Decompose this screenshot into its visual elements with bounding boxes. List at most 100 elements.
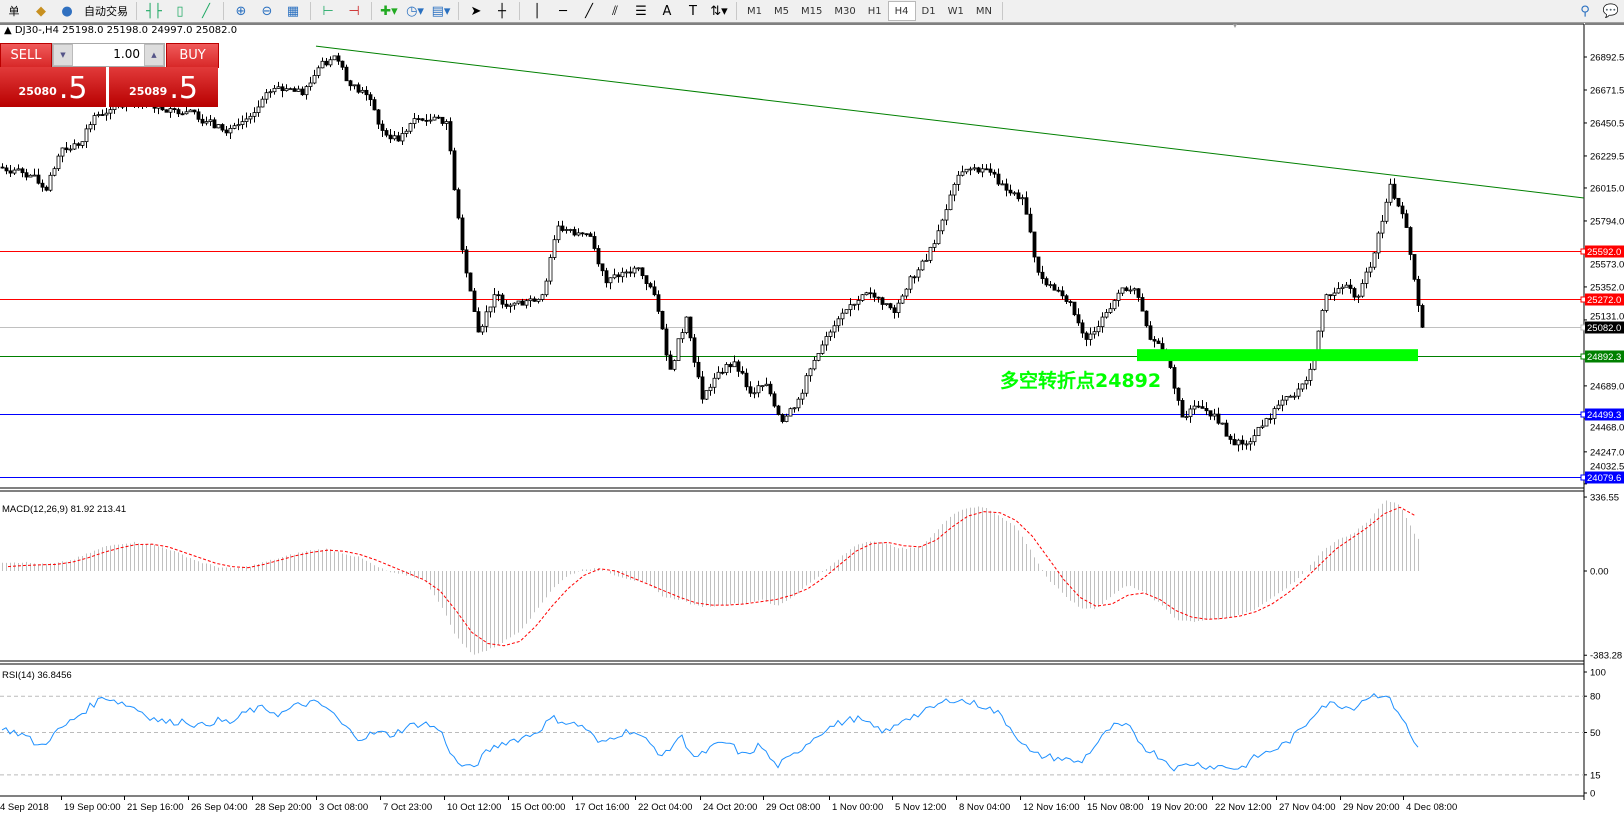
candle-bear <box>100 114 105 116</box>
candle-bear <box>1180 400 1185 418</box>
time-tick-label: 7 Oct 23:00 <box>383 802 432 813</box>
period-mn[interactable]: MN <box>975 5 992 17</box>
candle-bull <box>1096 326 1101 333</box>
price-tick-label: 25352.0 <box>1590 282 1624 293</box>
autotrade-button[interactable]: 自动交易 <box>84 5 128 18</box>
period-bar: M1 M5 M15 M30 H1 H4 D1 W1 MN <box>741 1 998 21</box>
candle-bull <box>828 331 833 337</box>
lot-decrease-button[interactable]: ▼ <box>53 44 73 66</box>
rsi-label: RSI(14) 36.8456 <box>2 670 72 681</box>
chat-icon[interactable]: 💬 <box>1602 3 1620 19</box>
candle-bear <box>744 372 749 388</box>
cursor-icon[interactable]: ➤ <box>470 3 482 19</box>
candle-bull <box>760 385 765 388</box>
equidistant-channel-icon[interactable]: ⫽ <box>612 3 618 19</box>
candle-bull <box>1112 300 1117 310</box>
candle-bear <box>1148 325 1153 340</box>
candle-bull <box>1320 310 1325 332</box>
tile-windows-icon[interactable]: ▦ <box>286 3 300 19</box>
lot-increase-button[interactable]: ▲ <box>144 44 164 66</box>
candle-bull <box>444 121 449 124</box>
orders-menu[interactable]: 单 <box>8 5 20 18</box>
lot-input[interactable]: 1.00 <box>113 47 140 61</box>
candle-bull <box>1260 425 1265 428</box>
candle-bull <box>1344 284 1349 288</box>
horizontal-line-icon[interactable]: ─ <box>559 3 567 19</box>
period-m5[interactable]: M5 <box>774 5 789 17</box>
candle-bear <box>40 182 45 188</box>
candle-bull <box>1120 287 1125 294</box>
autoscroll-icon[interactable]: ⊣ <box>348 3 360 19</box>
candle-bull <box>1128 289 1133 292</box>
templates-icon[interactable]: ▤▾ <box>431 3 451 19</box>
buy-button[interactable]: BUY <box>166 43 219 68</box>
candle-bull <box>228 127 233 134</box>
text-label-icon[interactable]: T <box>689 3 697 19</box>
price-tag <box>1585 321 1624 334</box>
chart-shift-icon[interactable]: ⊢ <box>322 3 334 19</box>
candle-bear <box>1080 322 1085 334</box>
sell-price[interactable]: 25080 .5 <box>0 67 106 107</box>
expert-icon[interactable]: ◆ <box>36 3 46 19</box>
price-tag-label: 24892.3 <box>1587 352 1621 363</box>
candle-bull <box>832 325 837 333</box>
candle-bull <box>1280 399 1285 406</box>
trendline-icon[interactable]: ╱ <box>585 3 593 19</box>
period-m15[interactable]: M15 <box>801 5 823 17</box>
period-d1[interactable]: D1 <box>921 5 936 17</box>
fibonacci-icon[interactable]: ☰ <box>635 3 647 19</box>
collapse-icon[interactable]: ▲ <box>4 25 12 36</box>
price-tag-label: 24079.6 <box>1587 473 1621 484</box>
candle-bear <box>1136 288 1141 298</box>
price-tag-label: 25592.0 <box>1587 247 1621 258</box>
period-h4[interactable]: H4 <box>887 1 916 21</box>
candlestick-icon[interactable]: ▯ <box>176 3 184 19</box>
time-tick-label: 8 Nov 04:00 <box>959 802 1010 813</box>
candle-bear <box>344 66 349 82</box>
zoom-out-icon[interactable]: ⊖ <box>261 3 273 19</box>
candle-bull <box>408 123 413 132</box>
candle-bull <box>320 60 325 69</box>
zoom-in-icon[interactable]: ⊕ <box>235 3 247 19</box>
candle-bear <box>600 263 605 272</box>
candle-bear <box>1348 284 1353 289</box>
candle-bear <box>164 109 169 113</box>
period-m1[interactable]: M1 <box>747 5 762 17</box>
candle-bull <box>916 269 921 278</box>
candle-bull <box>316 67 321 76</box>
period-h1[interactable]: H1 <box>867 5 882 17</box>
bar-chart-icon[interactable]: ┤├ <box>146 3 162 19</box>
candle-bear <box>1268 418 1273 420</box>
lot-stepper[interactable]: ▼ 1.00 ▲ <box>52 43 165 67</box>
candle-bear <box>396 135 401 142</box>
candle-bull <box>1360 283 1365 297</box>
candle-bear <box>1328 294 1333 297</box>
crosshair-icon[interactable]: ┼ <box>498 3 506 19</box>
vertical-line-icon[interactable]: │ <box>533 3 541 19</box>
periods-clock-icon[interactable]: ◷▾ <box>406 3 424 19</box>
sell-button[interactable]: SELL <box>0 43 52 68</box>
period-m30[interactable]: M30 <box>834 5 856 17</box>
candle-bull <box>104 112 109 116</box>
candle-bull <box>312 75 317 84</box>
candle-bull <box>924 259 929 262</box>
period-w1[interactable]: W1 <box>947 5 964 17</box>
candle-bull <box>712 377 717 388</box>
autotrade-icon[interactable]: ● <box>61 3 73 19</box>
candle-bear <box>1228 435 1233 440</box>
buy-price[interactable]: 25089 .5 <box>109 67 218 107</box>
search-icon[interactable]: ⚲ <box>1580 3 1590 19</box>
time-tick-label: 17 Oct 16:00 <box>575 802 629 813</box>
candle-bear <box>1216 413 1221 424</box>
candle-bull <box>684 316 689 333</box>
candle-bear <box>472 290 477 312</box>
candle-bear <box>180 113 185 116</box>
candle-bull <box>620 271 625 278</box>
sell-price-pip: .5 <box>58 71 88 106</box>
line-chart-icon[interactable]: ╱ <box>202 3 210 19</box>
text-icon[interactable]: A <box>662 3 672 19</box>
candle-bull <box>676 338 681 361</box>
indicators-icon[interactable]: ✚▾ <box>380 3 398 19</box>
arrows-icon[interactable]: ⇅▾ <box>710 3 728 19</box>
